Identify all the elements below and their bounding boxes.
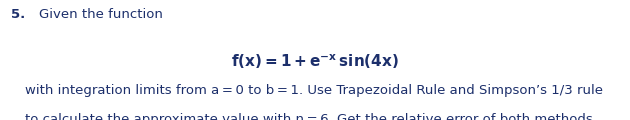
Text: 5.: 5. xyxy=(11,8,26,21)
Text: Given the function: Given the function xyxy=(39,8,163,21)
Text: with integration limits from a = 0 to b = 1. Use Trapezoidal Rule and Simpson’s : with integration limits from a = 0 to b … xyxy=(25,84,603,97)
Text: to calculate the approximate value with n = 6. Get the relative error of both me: to calculate the approximate value with … xyxy=(25,113,597,120)
Text: $\mathbf{f(x) = 1 + e^{-x}\,sin(4x)}$: $\mathbf{f(x) = 1 + e^{-x}\,sin(4x)}$ xyxy=(231,53,399,71)
